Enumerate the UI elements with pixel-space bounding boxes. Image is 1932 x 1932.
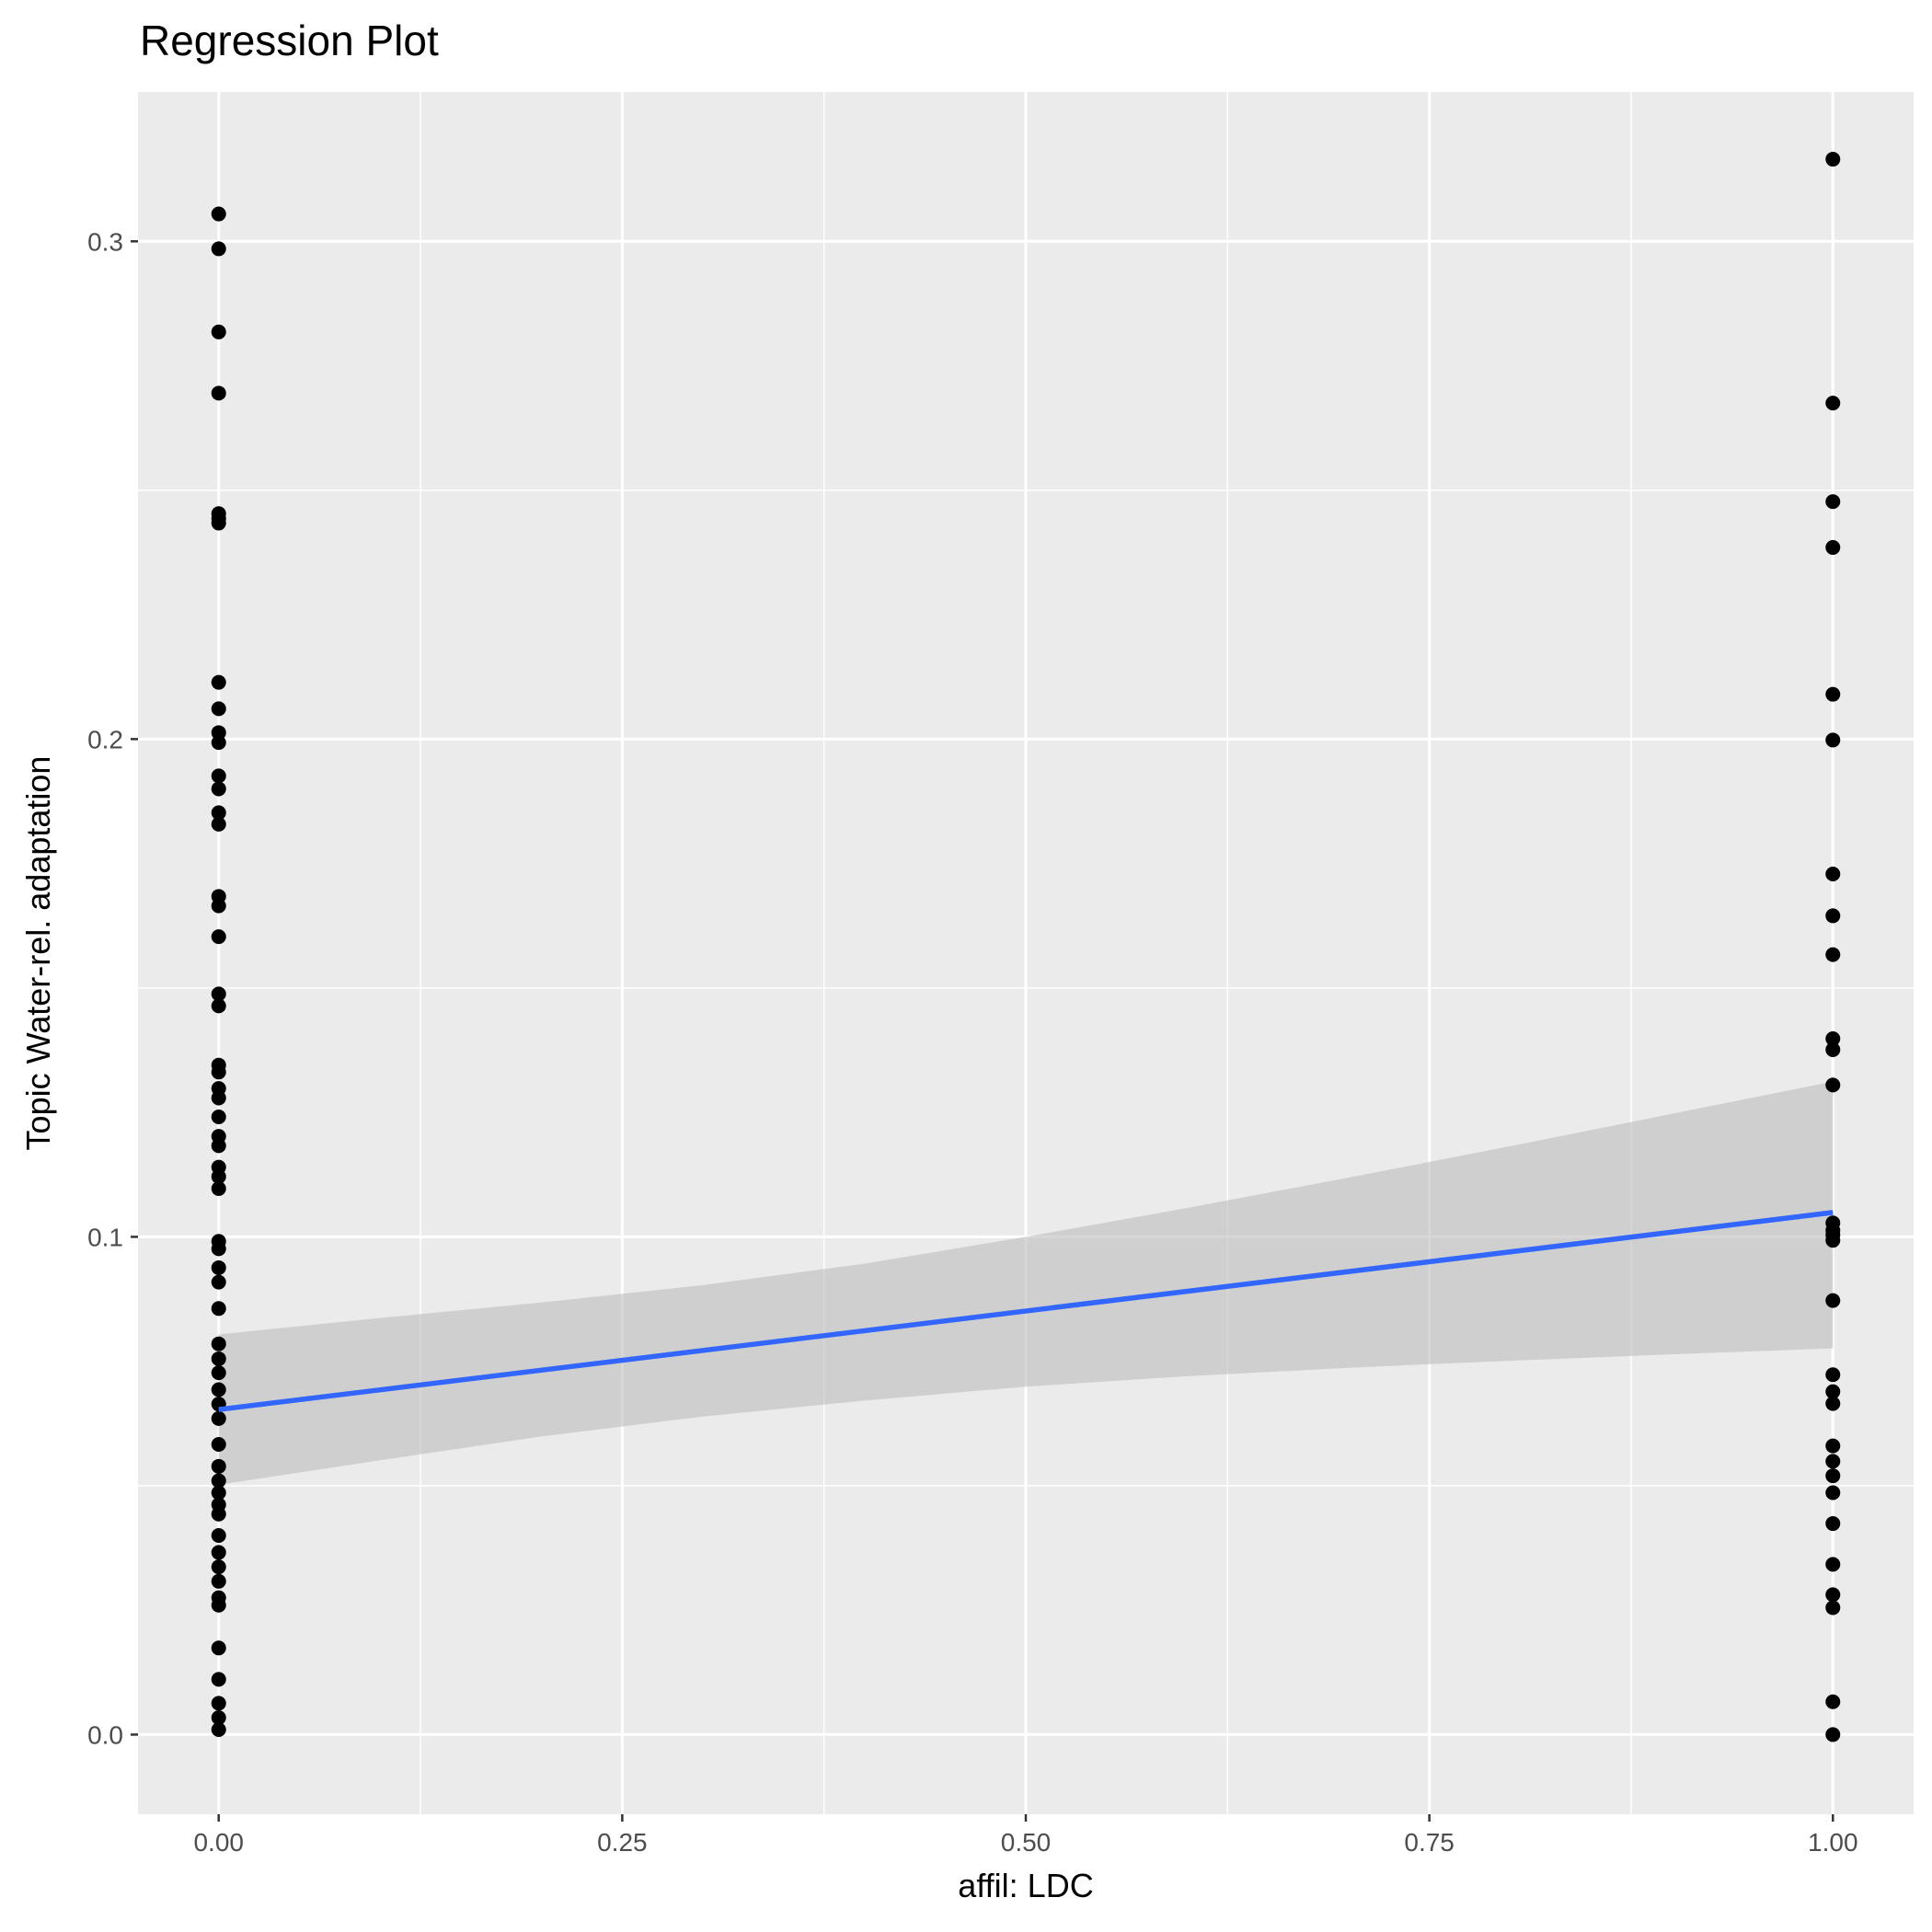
data-point — [211, 735, 226, 751]
data-point — [211, 1485, 226, 1501]
major-gridlines — [138, 92, 1914, 1814]
data-point — [1825, 1031, 1841, 1047]
y-axis-title: Topic Water-rel. adaptation — [19, 756, 57, 1151]
data-point — [211, 998, 226, 1014]
data-point — [211, 768, 226, 784]
data-point — [1825, 1438, 1841, 1454]
data-point — [1825, 1384, 1841, 1399]
x-tick-label: 0.75 — [1404, 1828, 1455, 1857]
regression-line-layer — [218, 1210, 1834, 1412]
data-point — [211, 1722, 226, 1738]
data-point — [211, 1710, 226, 1726]
data-point — [211, 1168, 226, 1184]
data-point — [1825, 1727, 1841, 1742]
x-tick-label: 1.00 — [1808, 1828, 1858, 1857]
data-point — [211, 1064, 226, 1080]
data-point — [1825, 947, 1841, 962]
data-point — [1825, 494, 1841, 510]
data-point — [211, 1382, 226, 1397]
data-point — [211, 1410, 226, 1426]
data-point — [211, 385, 226, 401]
data-point — [211, 1351, 226, 1366]
x-tick-label: 0.50 — [1001, 1828, 1052, 1857]
data-point — [211, 1573, 226, 1589]
data-point — [211, 674, 226, 690]
data-point — [1825, 1293, 1841, 1308]
regression-line — [218, 1210, 1834, 1412]
data-point — [1825, 1557, 1841, 1572]
data-point — [211, 241, 226, 257]
data-point — [1825, 1233, 1841, 1248]
data-point — [211, 324, 226, 339]
chart-title: Regression Plot — [140, 17, 439, 64]
data-point — [211, 1365, 226, 1381]
data-point — [1825, 732, 1841, 748]
data-point — [211, 1597, 226, 1613]
y-axis: 0.0 0.1 0.2 0.3 — [87, 227, 138, 1749]
data-point — [1825, 686, 1841, 702]
data-point — [1825, 1600, 1841, 1616]
data-point — [1825, 1468, 1841, 1484]
data-point — [211, 1473, 226, 1489]
data-point — [211, 1138, 226, 1154]
data-point — [1825, 1485, 1841, 1501]
data-point — [1825, 1396, 1841, 1411]
data-point — [1825, 866, 1841, 881]
data-point — [1825, 1694, 1841, 1709]
data-point — [211, 816, 226, 832]
data-point — [211, 1437, 226, 1453]
data-point — [1825, 152, 1841, 167]
y-tick-label: 0.1 — [87, 1223, 123, 1251]
data-point — [211, 1559, 226, 1575]
data-point — [211, 1241, 226, 1257]
data-point — [211, 929, 226, 945]
data-point — [1825, 908, 1841, 924]
y-tick-label: 0.2 — [87, 725, 123, 753]
data-point — [211, 1528, 226, 1544]
scatter-points-layer — [211, 152, 1841, 1742]
data-point — [211, 1545, 226, 1560]
data-point — [211, 701, 226, 717]
data-point — [211, 1259, 226, 1275]
x-axis-title: affil: LDC — [958, 1867, 1093, 1904]
data-point — [211, 1180, 226, 1196]
data-point — [211, 898, 226, 914]
data-point — [1825, 396, 1841, 411]
data-point — [211, 1090, 226, 1106]
data-point — [211, 1301, 226, 1317]
data-point — [1825, 1454, 1841, 1469]
confidence-band-layer — [218, 1081, 1834, 1485]
confidence-band — [218, 1081, 1834, 1485]
data-point — [211, 206, 226, 222]
data-point — [1825, 1516, 1841, 1532]
data-point — [211, 515, 226, 531]
data-point — [1825, 540, 1841, 556]
data-point — [211, 1458, 226, 1474]
x-tick-label: 0.25 — [597, 1828, 648, 1857]
data-point — [211, 986, 226, 1002]
data-point — [211, 1336, 226, 1351]
data-point — [211, 1640, 226, 1656]
data-point — [211, 1506, 226, 1522]
y-tick-label: 0.3 — [87, 227, 123, 256]
data-point — [211, 1672, 226, 1687]
data-point — [1825, 1587, 1841, 1603]
data-point — [1825, 1041, 1841, 1057]
data-point — [1825, 1367, 1841, 1383]
data-point — [1825, 1077, 1841, 1093]
x-tick-label: 0.00 — [193, 1828, 244, 1857]
data-point — [211, 805, 226, 821]
data-point — [211, 1696, 226, 1711]
data-point — [211, 1274, 226, 1290]
y-tick-label: 0.0 — [87, 1720, 123, 1749]
data-point — [211, 781, 226, 797]
x-axis: 0.00 0.25 0.50 0.75 1.00 — [193, 1814, 1858, 1857]
data-point — [211, 1110, 226, 1125]
